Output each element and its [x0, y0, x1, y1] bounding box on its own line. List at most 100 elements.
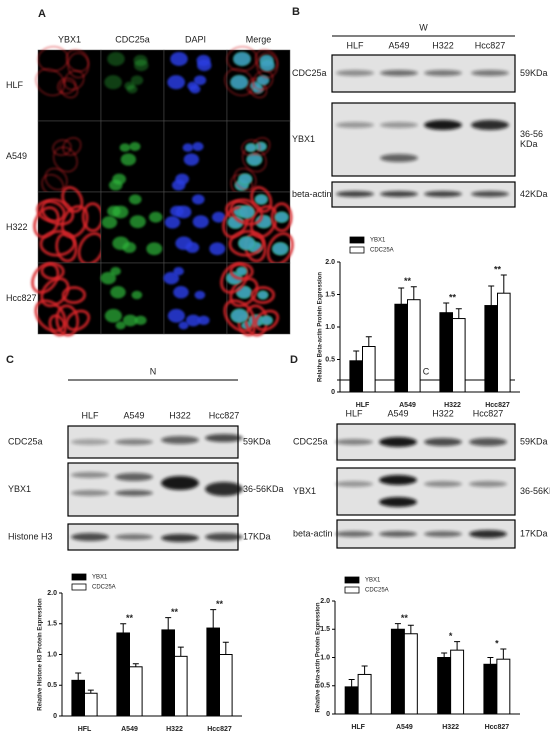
- x-tick-label: HLF: [356, 402, 370, 409]
- legend-label: YBX1: [365, 578, 381, 584]
- lane-label: HLF: [345, 408, 363, 418]
- decor: [380, 122, 418, 128]
- decor: [40, 262, 65, 281]
- decor: [63, 70, 85, 91]
- decor: [40, 277, 70, 308]
- y-tick-label: 2.0: [47, 590, 57, 597]
- y-axis-label: Relative Beta-actin Protein Expression: [316, 602, 322, 712]
- bar: [407, 299, 421, 393]
- y-axis-label: Relative Beta-actin Protein Expression: [318, 272, 324, 382]
- x-tick-label: A549: [121, 726, 138, 733]
- decor: [205, 434, 243, 442]
- decor: [245, 143, 257, 152]
- decor: [175, 205, 192, 219]
- x-tick-label: Hcc827: [485, 724, 510, 731]
- bar: [129, 666, 143, 717]
- significance: **: [126, 613, 134, 623]
- decor: [224, 45, 279, 99]
- lane-label: A549: [388, 40, 409, 50]
- bar: [483, 663, 498, 715]
- significance: *: [449, 631, 453, 641]
- bar: [403, 633, 418, 715]
- decor: [37, 120, 102, 193]
- decor: [469, 530, 507, 538]
- bar: [161, 629, 175, 717]
- decor: [335, 439, 373, 445]
- decor: [129, 142, 141, 151]
- decor: [134, 315, 147, 326]
- decor: [192, 142, 204, 151]
- group-label: W: [419, 22, 428, 32]
- panel-label: A: [38, 8, 46, 20]
- decor: [211, 211, 226, 223]
- decor: [130, 75, 144, 86]
- decor: [336, 191, 374, 197]
- decor: [238, 173, 253, 185]
- decor: [222, 185, 294, 266]
- blot-size: 59KDa: [243, 436, 271, 446]
- decor: [100, 271, 117, 285]
- blot-name: Histone H3: [8, 531, 53, 541]
- error-bar: [487, 657, 494, 665]
- legend-label: YBX1: [370, 238, 386, 244]
- blot-size: 42KDa: [520, 189, 548, 199]
- row-label: A549: [6, 151, 27, 161]
- bar: [496, 658, 511, 715]
- decor: [167, 51, 212, 94]
- decor: [170, 51, 188, 66]
- decor: [209, 242, 226, 256]
- error-bar: [454, 641, 461, 651]
- decor: [34, 299, 67, 333]
- error-bar: [443, 302, 450, 313]
- blot-size: 59KDa: [520, 68, 548, 78]
- decor: [164, 216, 181, 229]
- group-label: C: [423, 366, 430, 376]
- x-tick-label: A549: [399, 402, 416, 409]
- decor: [250, 185, 273, 213]
- y-tick-label: 0: [53, 713, 57, 720]
- error-bar: [353, 350, 360, 361]
- decor: [37, 262, 102, 335]
- decor: [128, 194, 142, 205]
- decor: [71, 490, 109, 496]
- decor: [336, 122, 374, 128]
- bar: [439, 312, 453, 393]
- bar: [357, 673, 372, 715]
- significance: **: [171, 607, 179, 617]
- decor: [260, 315, 273, 326]
- decor: [191, 194, 205, 205]
- bar: [450, 649, 465, 715]
- column-header: CDC25a: [115, 34, 150, 44]
- y-tick-label: 0.5: [325, 356, 335, 363]
- error-bar: [165, 617, 172, 630]
- error-bar: [132, 663, 139, 667]
- y-tick-label: 2.0: [325, 259, 335, 266]
- error-bar: [407, 624, 414, 634]
- decor: [101, 194, 163, 256]
- decor: [335, 481, 373, 487]
- legend-swatch: [344, 586, 360, 594]
- decor: [335, 531, 373, 537]
- decor: [163, 266, 210, 330]
- y-tick-label: 0: [326, 711, 330, 718]
- decor: [41, 137, 82, 197]
- decor: [71, 439, 109, 445]
- decor: [112, 173, 127, 185]
- decor: [110, 266, 121, 276]
- significance: **: [401, 613, 409, 623]
- decor: [115, 439, 153, 445]
- y-tick-label: 1.0: [325, 324, 335, 331]
- y-tick-label: 1.0: [47, 651, 57, 658]
- x-tick-label: Hcc827: [485, 402, 510, 409]
- decor: [107, 51, 125, 66]
- decor: [424, 120, 462, 130]
- error-bar: [75, 672, 82, 681]
- decor: [471, 120, 509, 130]
- blot-name: beta-actin: [292, 189, 332, 199]
- decor: [112, 205, 129, 219]
- decor: [254, 48, 279, 73]
- decor: [379, 497, 417, 507]
- decor: [233, 51, 251, 66]
- lane-label: A549: [387, 408, 408, 418]
- decor: [35, 68, 66, 97]
